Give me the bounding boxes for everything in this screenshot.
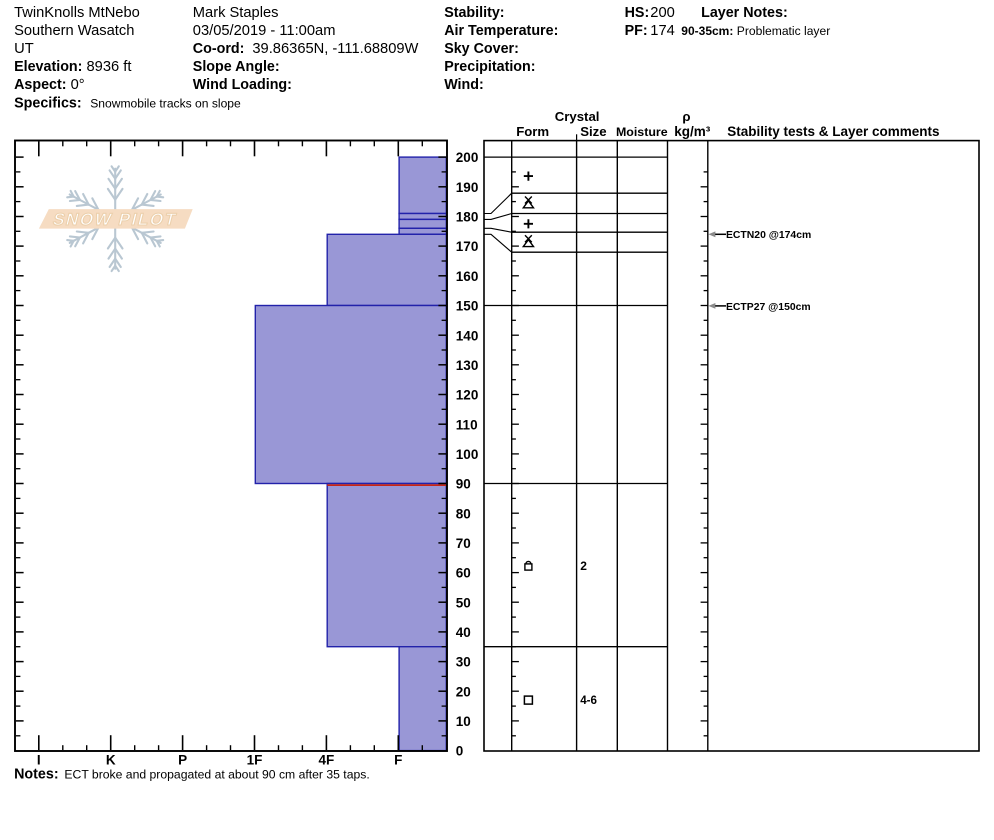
svg-text:F: F bbox=[394, 753, 402, 768]
svg-text:Aspect: 0°: Aspect: 0° bbox=[14, 77, 85, 93]
svg-text:10: 10 bbox=[456, 714, 471, 729]
svg-text:20: 20 bbox=[456, 684, 471, 699]
svg-text:90: 90 bbox=[456, 477, 471, 492]
svg-text:UT: UT bbox=[14, 41, 34, 57]
svg-text:4-6: 4-6 bbox=[580, 694, 597, 707]
svg-text:P: P bbox=[178, 753, 187, 768]
svg-text:Stability tests & Layer commen: Stability tests & Layer comments bbox=[727, 124, 939, 139]
svg-text:03/05/2019 - 11:00am: 03/05/2019 - 11:00am bbox=[193, 23, 336, 39]
svg-text:Slope Angle:: Slope Angle: bbox=[193, 59, 280, 75]
svg-text:110: 110 bbox=[456, 417, 478, 432]
svg-text:kg/m³: kg/m³ bbox=[674, 124, 711, 139]
svg-text:Stability:: Stability: bbox=[444, 5, 504, 21]
svg-text:4F: 4F bbox=[319, 753, 335, 768]
svg-text:Layer Notes:: Layer Notes: bbox=[701, 5, 788, 21]
svg-text:Notes:ECT broke and propagated: Notes: ECT broke and propagated at about … bbox=[14, 767, 370, 783]
svg-text:1F: 1F bbox=[247, 753, 263, 768]
svg-text:ECTP27 @150cm: ECTP27 @150cm bbox=[726, 302, 811, 313]
svg-text:Form: Form bbox=[516, 124, 549, 139]
svg-text:ρ: ρ bbox=[682, 109, 690, 124]
svg-text:Mark Staples: Mark Staples bbox=[193, 5, 279, 21]
svg-text:Wind:: Wind: bbox=[444, 77, 484, 93]
svg-text:Co-ord:39.86365N, -111.68809W: Co-ord: 39.86365N, -111.68809W bbox=[193, 41, 419, 57]
svg-text:2: 2 bbox=[580, 559, 587, 573]
svg-text:40: 40 bbox=[456, 625, 471, 640]
svg-text:30: 30 bbox=[456, 655, 471, 670]
svg-text:Moisture: Moisture bbox=[616, 125, 668, 139]
svg-text:Southern Wasatch: Southern Wasatch bbox=[14, 23, 134, 39]
svg-text:80: 80 bbox=[456, 506, 471, 521]
svg-text:Specifics:Snowmobile tracks on: Specifics: Snowmobile tracks on slope bbox=[14, 95, 241, 111]
svg-text:Precipitation:: Precipitation: bbox=[444, 59, 535, 75]
svg-text:100: 100 bbox=[456, 447, 479, 462]
svg-text:I: I bbox=[37, 753, 41, 768]
svg-text:K: K bbox=[106, 753, 116, 768]
svg-text:50: 50 bbox=[456, 595, 471, 610]
svg-text:160: 160 bbox=[456, 269, 479, 284]
svg-text:190: 190 bbox=[456, 180, 479, 195]
svg-text:HS:200: HS:200 bbox=[625, 5, 675, 21]
svg-text:130: 130 bbox=[456, 358, 479, 373]
svg-text:60: 60 bbox=[456, 566, 471, 581]
svg-text:Air Temperature:: Air Temperature: bbox=[444, 23, 558, 39]
svg-text:120: 120 bbox=[456, 388, 479, 403]
svg-text:150: 150 bbox=[456, 299, 479, 314]
svg-text:TwinKnolls MtNebo: TwinKnolls MtNebo bbox=[14, 5, 140, 21]
svg-text:90-35cm:Problematic layer: 90-35cm: Problematic layer bbox=[681, 24, 830, 38]
svg-text:PF:174: PF: 174 bbox=[625, 23, 675, 39]
svg-text:Wind Loading:: Wind Loading: bbox=[193, 77, 292, 93]
svg-text:140: 140 bbox=[456, 328, 479, 343]
svg-text:Sky Cover:: Sky Cover: bbox=[444, 41, 519, 57]
svg-text:Size: Size bbox=[580, 124, 606, 139]
svg-text:ECTN20 @174cm: ECTN20 @174cm bbox=[726, 230, 811, 241]
svg-text:170: 170 bbox=[456, 239, 479, 254]
svg-text:Elevation: 8936 ft: Elevation: 8936 ft bbox=[14, 59, 131, 75]
svg-text:180: 180 bbox=[456, 210, 479, 225]
svg-text:200: 200 bbox=[456, 150, 479, 165]
svg-text:Crystal: Crystal bbox=[555, 109, 600, 124]
svg-text:70: 70 bbox=[456, 536, 471, 551]
svg-text:0: 0 bbox=[456, 744, 464, 759]
svg-text:SNOW PILOT: SNOW PILOT bbox=[51, 209, 180, 229]
